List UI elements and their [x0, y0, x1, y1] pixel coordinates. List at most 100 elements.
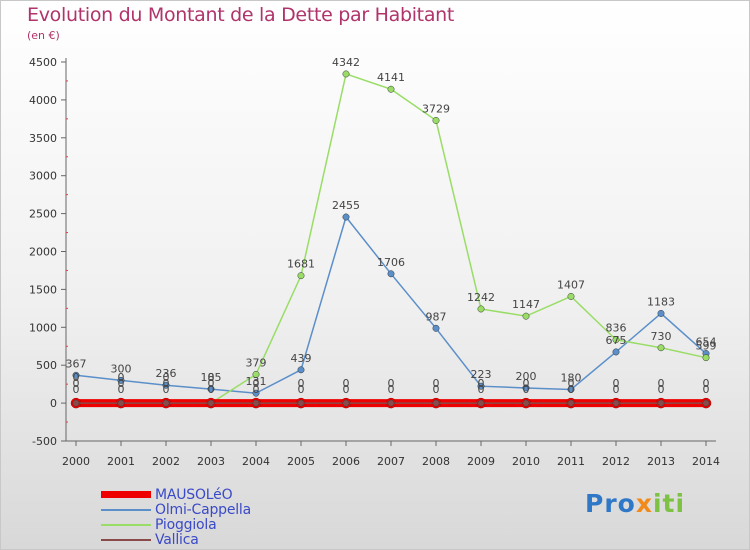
series-2-point-11 [567, 292, 575, 300]
series-2-label-0: 0 [73, 371, 80, 384]
x-tick-label-3: 2003 [197, 455, 225, 468]
series-3-point-10 [522, 399, 530, 407]
series-2-label-12: 836 [606, 322, 627, 335]
y-tick-label-4: 1500 [29, 283, 57, 296]
series-3-label-11: 0 [568, 377, 575, 390]
series-3-point-13 [657, 399, 665, 407]
series-1-label-7: 1706 [377, 256, 405, 269]
x-tick-label-1: 2001 [107, 455, 135, 468]
y-tick-label-5: 2000 [29, 246, 57, 259]
y-tick-label-8: 3500 [29, 132, 57, 145]
series-3-label-10: 0 [523, 377, 530, 390]
x-tick-label-12: 2012 [602, 455, 630, 468]
x-tick-label-11: 2011 [557, 455, 585, 468]
legend-item-mausoleo: MAUSOLéO [101, 487, 401, 503]
series-2-point-14 [702, 354, 710, 362]
series-1-label-3: 185 [201, 371, 222, 384]
proxiti-logo: Proxiti [585, 489, 686, 518]
x-tick-label-14: 2014 [692, 455, 720, 468]
series-3-label-2: 0 [163, 377, 170, 390]
series-1-label-5: 439 [291, 352, 312, 365]
series-3-point-2 [162, 399, 170, 407]
legend-swatch-olmi-cappella [101, 509, 151, 511]
series-2-point-8 [432, 116, 440, 124]
series-2-label-1: 0 [118, 371, 125, 384]
series-0-label-14: 0 [703, 383, 710, 396]
series-1-point-12 [612, 348, 620, 356]
series-1-point-7 [387, 270, 395, 278]
series-2-label-10: 1147 [512, 298, 540, 311]
series-1-label-13: 1183 [647, 295, 675, 308]
series-2-point-12 [612, 336, 620, 344]
y-tick-label-7: 3000 [29, 170, 57, 183]
series-1-point-6 [342, 213, 350, 221]
legend: MAUSOLéO Olmi-Cappella Pioggiola Vallica [101, 487, 401, 548]
legend-item-pioggiola: Pioggiola [101, 517, 401, 533]
series-0-label-1: 0 [118, 383, 125, 396]
series-3-label-1: 0 [118, 377, 125, 390]
series-0-label-0: 0 [73, 383, 80, 396]
series-2-label-13: 730 [651, 330, 672, 343]
series-1-point-0 [72, 371, 80, 379]
x-tick-label-8: 2008 [422, 455, 450, 468]
series-1-point-13 [657, 309, 665, 317]
x-tick-label-10: 2010 [512, 455, 540, 468]
series-2-point-7 [387, 85, 395, 93]
series-1-label-10: 200 [516, 370, 537, 383]
series-3-label-3: 0 [208, 377, 215, 390]
series-3-point-6 [342, 399, 350, 407]
y-tick-label-1: 0 [50, 397, 57, 410]
series-2-label-6: 4342 [332, 56, 360, 69]
series-3-point-9 [477, 399, 485, 407]
legend-label-vallica: Vallica [155, 532, 199, 548]
x-tick-label-13: 2013 [647, 455, 675, 468]
x-tick-label-6: 2006 [332, 455, 360, 468]
series-1-label-8: 987 [426, 310, 447, 323]
series-3-point-12 [612, 399, 620, 407]
series-2-point-4 [252, 370, 260, 378]
series-0-label-8: 0 [433, 383, 440, 396]
series-3-point-4 [252, 399, 260, 407]
series-0-label-13: 0 [658, 383, 665, 396]
series-3-point-3 [207, 399, 215, 407]
series-2-label-5: 1681 [287, 258, 315, 271]
legend-swatch-mausoleo [101, 491, 151, 498]
x-tick-label-7: 2007 [377, 455, 405, 468]
legend-swatch-pioggiola [101, 524, 151, 526]
series-1-label-6: 2455 [332, 199, 360, 212]
series-0-label-4: 0 [253, 383, 260, 396]
series-0-label-10: 0 [523, 383, 530, 396]
series-1-point-11 [567, 386, 575, 393]
series-1-point-8 [432, 324, 440, 332]
series-2-point-10 [522, 312, 530, 320]
series-0-label-6: 0 [343, 383, 350, 396]
y-tick-label-10: 4500 [29, 56, 57, 69]
series-1-label-0: 367 [66, 357, 87, 370]
legend-label-pioggiola: Pioggiola [155, 517, 217, 533]
y-tick-label-3: 1000 [29, 321, 57, 334]
series-line-2 [76, 72, 707, 404]
series-3-point-1 [117, 399, 125, 407]
series-0-label-11: 0 [568, 383, 575, 396]
series-2-label-11: 1407 [557, 278, 585, 291]
series-0-label-7: 0 [388, 383, 395, 396]
series-3-label-12: 0 [613, 377, 620, 390]
legend-item-vallica: Vallica [101, 532, 401, 548]
series-3-label-6: 0 [343, 377, 350, 390]
series-0-label-3: 0 [208, 383, 215, 396]
legend-label-olmi-cappella: Olmi-Cappella [155, 502, 251, 518]
series-3-label-14: 0 [703, 377, 710, 390]
series-2-point-9 [477, 305, 485, 313]
series-1-label-12: 675 [606, 334, 627, 347]
series-0-label-2: 0 [163, 383, 170, 396]
series-3-point-5 [297, 399, 305, 407]
series-0-label-12: 0 [613, 383, 620, 396]
x-tick-label-0: 2000 [62, 455, 90, 468]
series-1-label-11: 180 [561, 371, 582, 384]
legend-swatch-vallica [101, 539, 151, 541]
series-1-label-1: 300 [111, 362, 132, 375]
series-1-point-2 [162, 381, 170, 389]
series-1-point-10 [522, 384, 530, 392]
